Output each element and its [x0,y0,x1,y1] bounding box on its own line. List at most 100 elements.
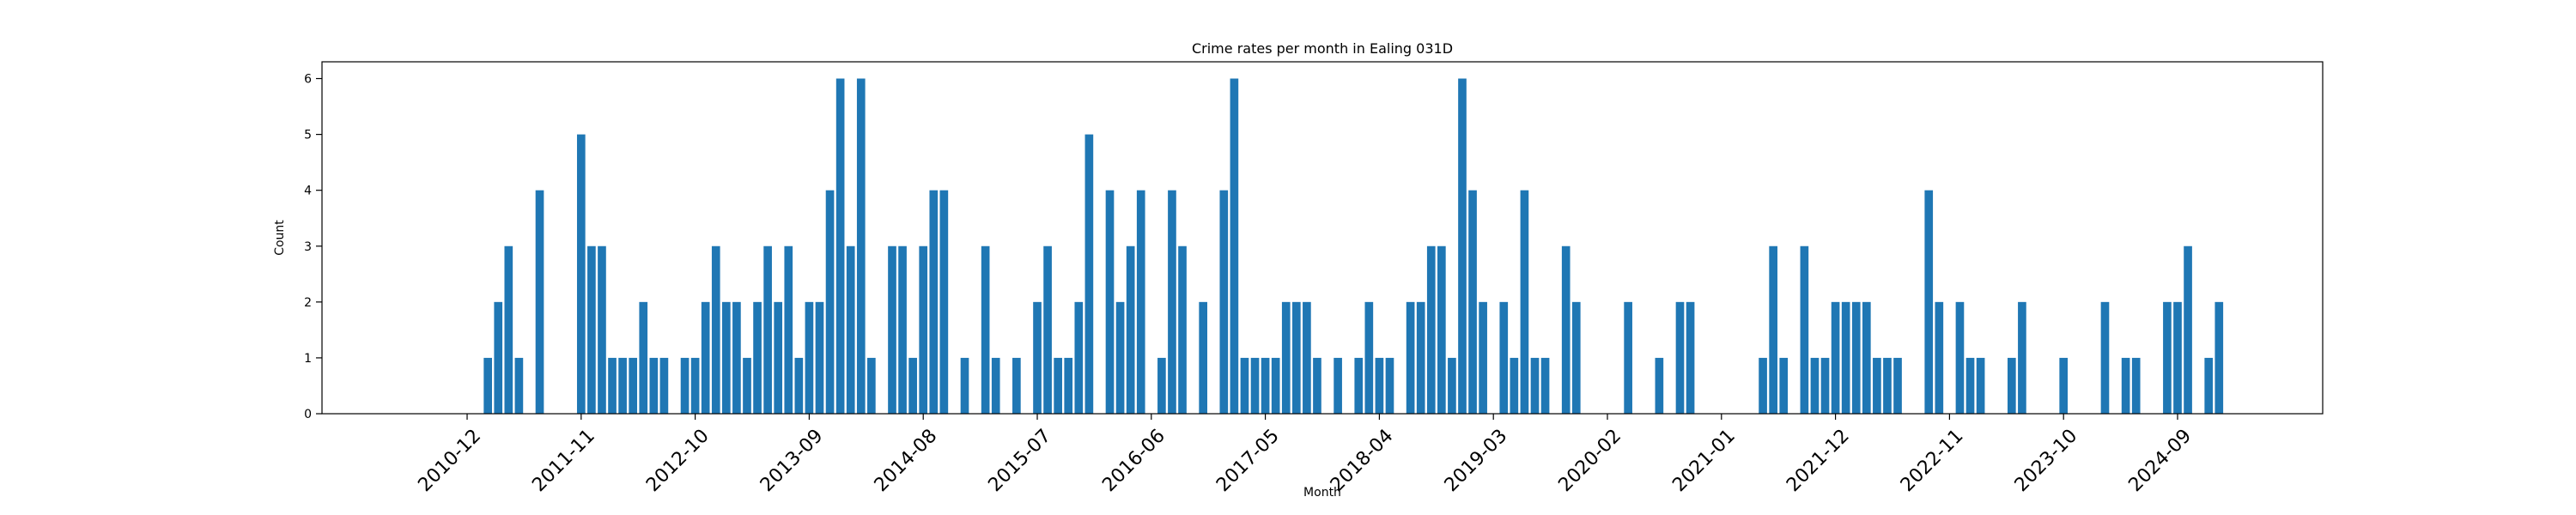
bar-2019-01 [1468,190,1477,414]
bar-2022-01 [1841,301,1850,414]
bar-2024-10 [2184,245,2192,414]
x-tick-label-2020-02: 2020-02 [1554,425,1625,496]
bar-2021-11 [1820,357,1830,414]
bar-2019-08 [1540,357,1550,414]
bar-2017-06 [1271,357,1280,414]
bar-2013-09 [805,301,814,414]
x-tick-label-2016-06: 2016-06 [1098,425,1170,496]
y-tick-label-1: 1 [304,352,312,366]
x-tick-label-2014-08: 2014-08 [871,425,942,496]
bar-2017-12 [1334,357,1342,414]
bar-2013-12 [835,78,845,415]
x-tick-label-2024-09: 2024-09 [2124,425,2196,496]
bar-2022-03 [1862,301,1871,414]
bar-2014-08 [919,245,928,414]
y-axis: 0 1 2 3 4 5 6 [304,73,322,421]
bar-2024-04 [2121,357,2130,414]
y-tick-label-2: 2 [304,296,312,310]
bar-2017-08 [1291,301,1301,414]
bar-2023-05 [2007,357,2016,414]
bar-2014-01 [846,245,855,414]
bar-2014-06 [898,245,907,414]
bar-2013-05 [763,245,772,414]
y-tick-label-5: 5 [304,129,312,142]
x-tick-label-2010-12: 2010-12 [414,425,485,496]
bar-2012-03 [618,357,627,414]
bar-2022-02 [1851,301,1861,414]
bar-2024-02 [2100,301,2110,414]
bar-2023-01 [1965,357,1975,414]
bar-2023-02 [1976,357,1985,414]
x-axis-label: Month [1303,486,1341,500]
x-tick-label-2013-09: 2013-09 [756,425,828,496]
y-tick-label-0: 0 [304,408,312,421]
bar-2012-12 [711,245,720,414]
x-axis: 2010-12 2011-11 2012-10 2013-09 2014-08 2015-… [414,414,2196,496]
chart-title: Crime rates per month in Ealing 031D [1192,40,1453,57]
bar-2012-10 [690,357,700,414]
bar-2016-03 [1115,301,1125,414]
bar-2022-10 [1935,301,1944,414]
bar-2021-09 [1800,245,1809,414]
bar-2017-05 [1261,357,1270,414]
bar-2013-01 [722,301,731,414]
bar-2021-12 [1831,301,1840,414]
bar-2017-04 [1250,357,1260,414]
bar-2019-02 [1479,301,1487,414]
bar-2022-06 [1893,357,1902,414]
bar-2020-07 [1655,357,1664,414]
bar-2021-05 [1759,357,1767,414]
bar-2019-04 [1499,301,1509,414]
bar-2022-09 [1924,190,1934,414]
bar-2018-05 [1385,357,1394,414]
bar-2015-11 [1074,301,1084,414]
x-tick-label-2023-10: 2023-10 [2011,425,2082,496]
bar-2018-10 [1437,245,1446,414]
bar-2013-11 [825,190,835,414]
bar-2015-10 [1064,357,1073,414]
bar-2011-03 [494,301,503,414]
bar-2025-01 [2215,301,2224,414]
bar-2019-11 [1571,301,1581,414]
bar-2015-09 [1054,357,1062,414]
bar-2023-06 [2018,301,2026,414]
bar-2016-09 [1178,245,1187,414]
bar-2011-05 [514,357,524,414]
bar-2014-09 [929,190,939,414]
bar-2018-03 [1364,301,1374,414]
bar-2012-04 [629,357,638,414]
bar-2024-05 [2131,357,2141,414]
bar-2021-06 [1769,245,1777,414]
bar-2017-01 [1219,190,1229,414]
plot-frame [321,61,2324,415]
bar-2012-02 [608,357,617,414]
bar-2011-04 [504,245,513,414]
bar-2012-01 [598,245,606,414]
bar-2014-07 [908,357,917,414]
bar-2022-05 [1883,357,1892,414]
bar-2018-02 [1354,357,1364,414]
bar-2023-10 [2059,357,2069,414]
bar-2018-04 [1375,357,1384,414]
x-tick-label-2021-12: 2021-12 [1783,425,1854,496]
y-tick-label-3: 3 [304,240,312,254]
bar-2014-03 [867,357,876,414]
bar-2012-09 [680,357,690,414]
x-tick-label-2019-03: 2019-03 [1441,425,1512,496]
bar-2017-10 [1313,357,1321,414]
bar-2011-11 [576,134,586,414]
bar-2013-02 [732,301,741,414]
bar-2016-02 [1105,190,1115,414]
bar-2014-02 [856,78,866,415]
bar-2013-04 [753,301,762,414]
y-tick-label-4: 4 [304,185,312,198]
bar-2013-03 [743,357,751,414]
bar-2015-07 [1033,301,1042,414]
bar-2021-10 [1810,357,1820,414]
bar-2022-04 [1873,357,1881,414]
bar-2020-04 [1624,301,1632,414]
bar-2015-03 [991,357,1000,414]
bar-2012-11 [701,301,710,414]
bar-2011-07 [535,190,544,414]
